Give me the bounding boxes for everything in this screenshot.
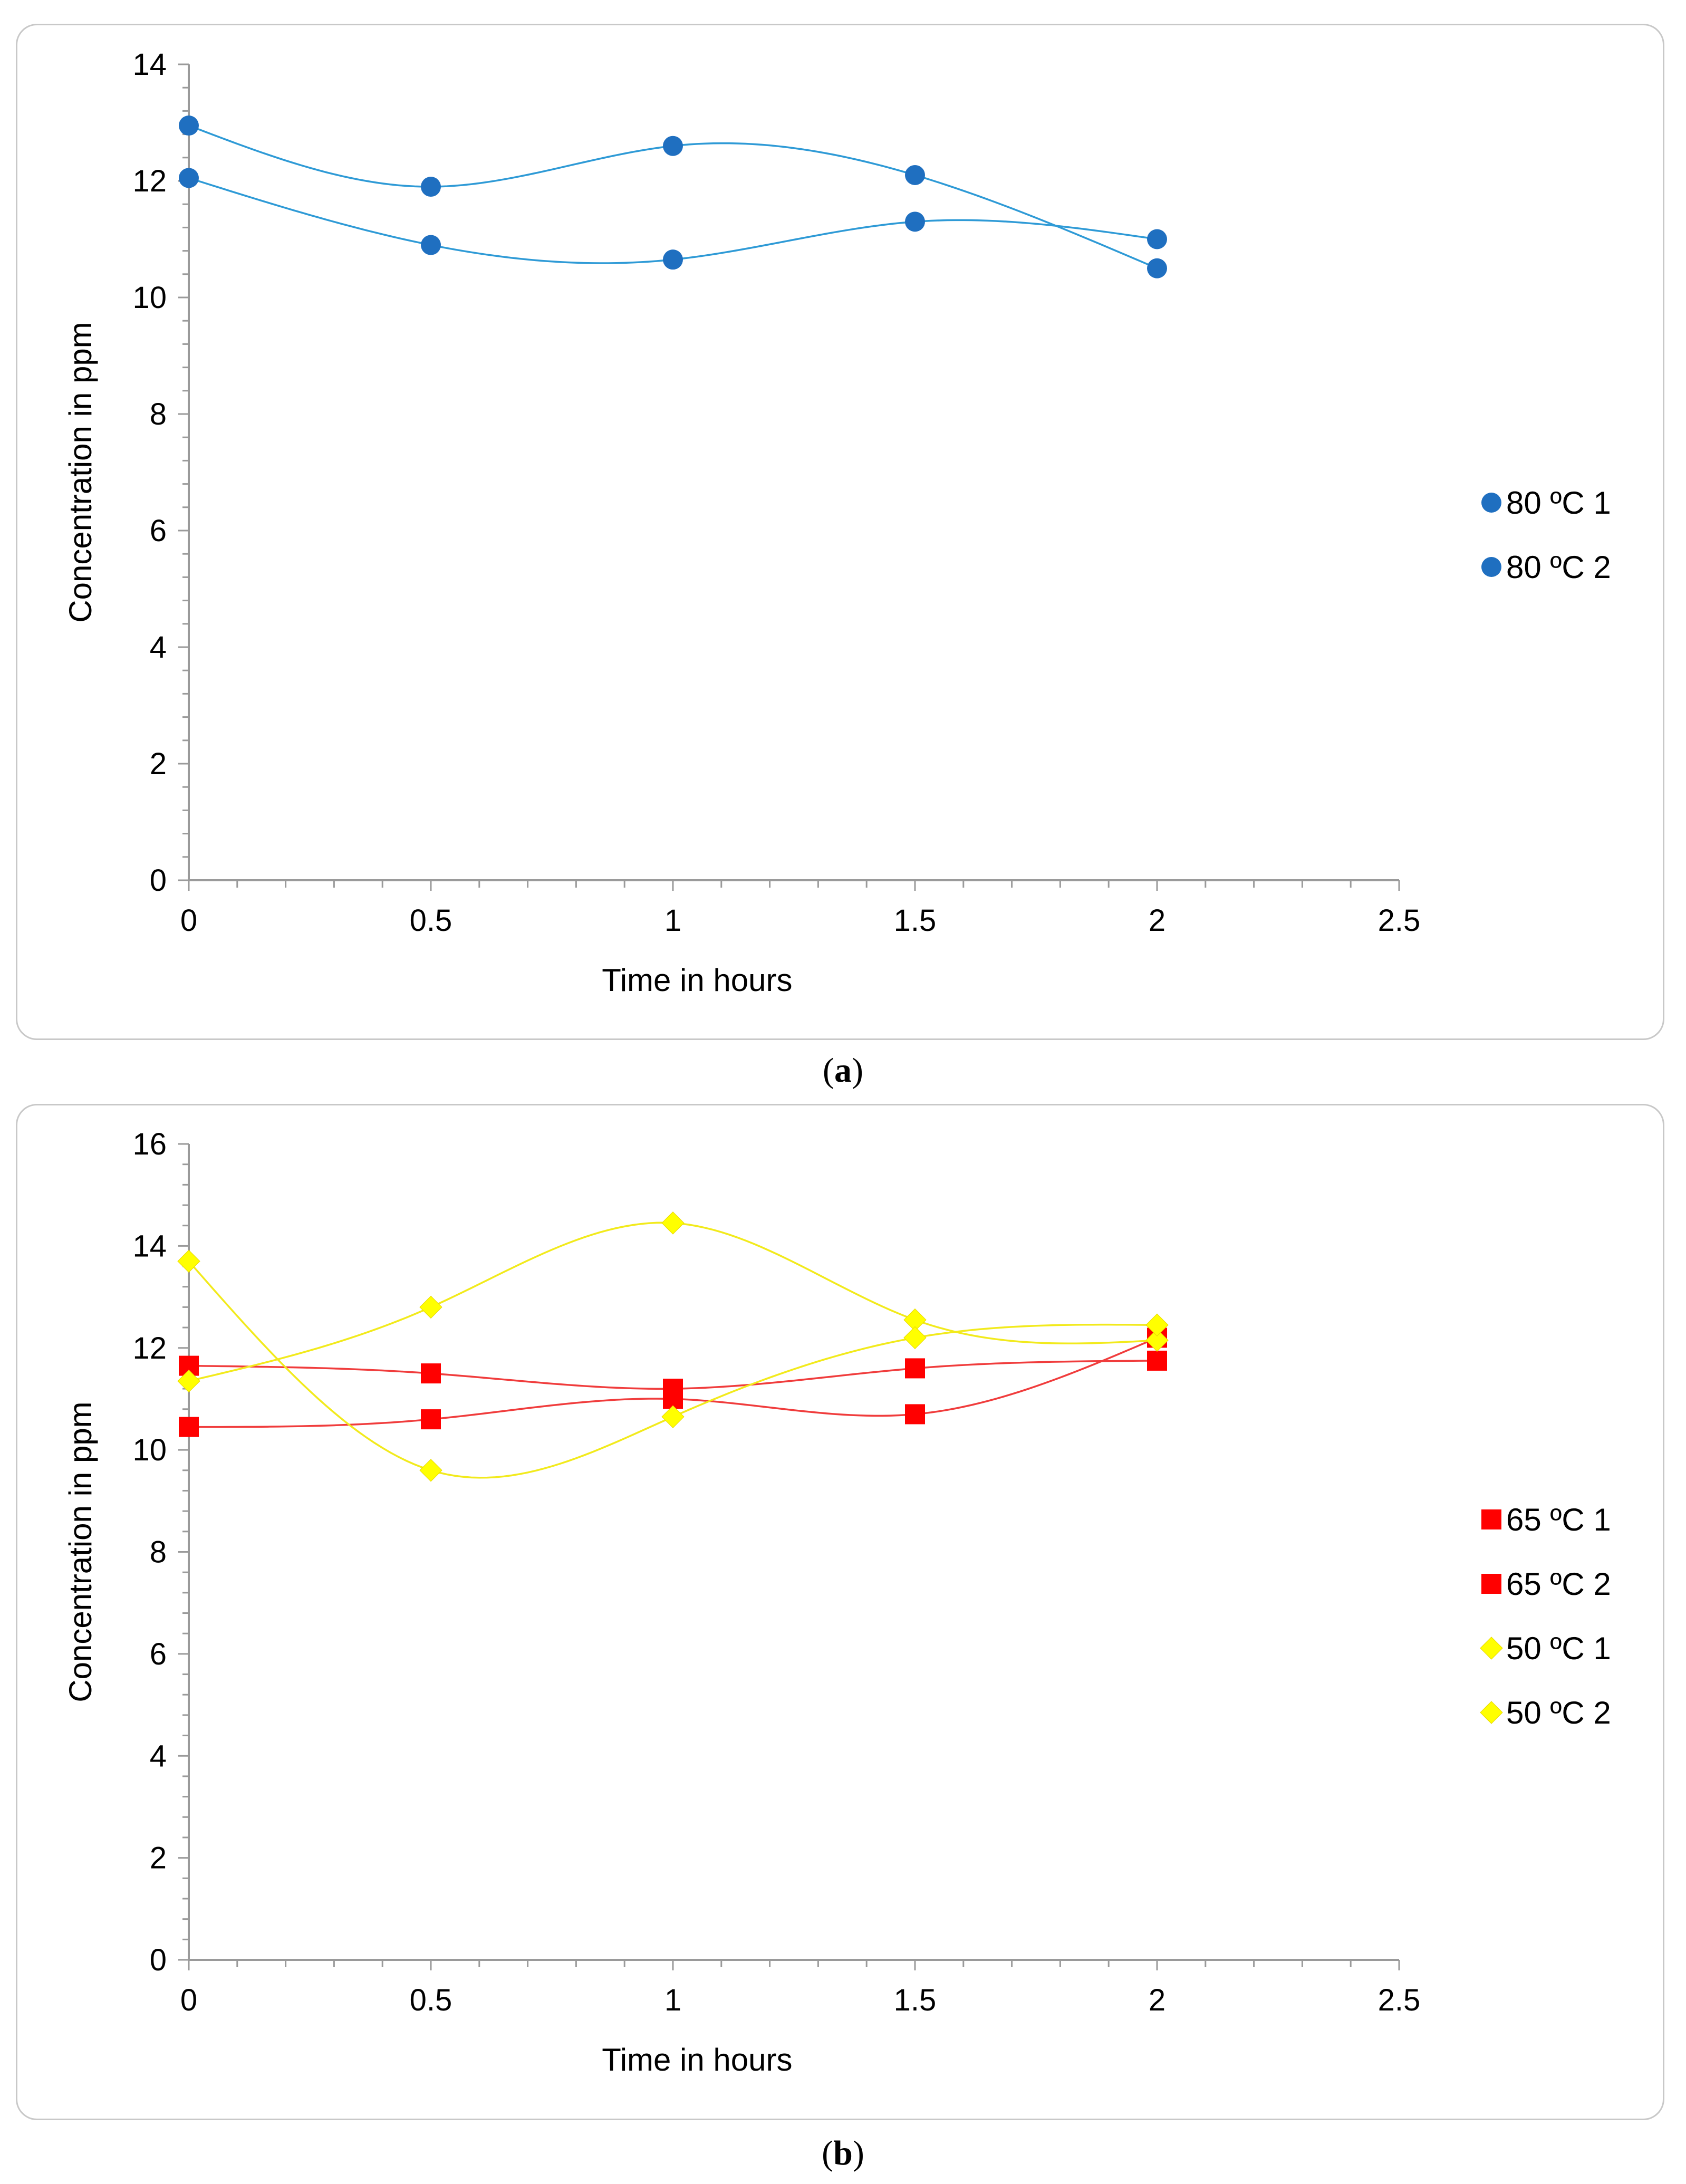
data-point-series-1: [421, 1363, 441, 1384]
legend-marker-series-2: [1481, 557, 1501, 577]
data-point-series-3: [661, 1211, 685, 1235]
y-tick-label: 14: [132, 47, 167, 82]
y-tick-label: 14: [132, 1229, 167, 1263]
y-tick-label: 16: [132, 1127, 167, 1161]
y-axis-title: Concentration in ppm: [63, 1401, 98, 1702]
x-axis-title: Time in hours: [602, 963, 792, 998]
data-point-series-4: [661, 1405, 685, 1428]
caption-a: (a): [823, 1051, 863, 1090]
data-point-series-3: [419, 1295, 442, 1319]
data-point-series-2: [905, 211, 925, 232]
data-point-series-2: [179, 1417, 199, 1437]
y-tick-label: 10: [132, 1433, 167, 1467]
data-point-series-2: [421, 1409, 441, 1430]
legend-label-series-4: 50 ºC 2: [1506, 1695, 1611, 1730]
data-point-series-2: [421, 235, 441, 255]
y-tick-label: 8: [150, 1535, 167, 1570]
x-tick-label: 2.5: [1378, 1983, 1421, 2017]
data-point-series-1: [421, 177, 441, 197]
legend-label-series-2: 65 ºC 2: [1506, 1566, 1611, 1602]
y-tick-label: 0: [150, 863, 167, 898]
legend-marker-series-2: [1481, 1574, 1501, 1594]
y-tick-label: 12: [132, 1331, 167, 1365]
y-tick-label: 10: [132, 281, 167, 315]
data-point-series-3: [177, 1369, 200, 1393]
legend-label-series-3: 50 ºC 1: [1506, 1631, 1611, 1666]
x-axis-title: Time in hours: [602, 2042, 792, 2077]
data-point-series-1: [1147, 258, 1167, 278]
data-point-series-1: [1147, 1350, 1167, 1371]
chart-a-svg: 0 2 4 6 8 10 12 14 0 0.5 1 1.5 2 2.5 Time in hours Conc…: [63, 47, 1611, 998]
x-tick-label: 1.5: [894, 1983, 937, 2017]
y-tick-label: 2: [150, 747, 167, 781]
data-point-series-2: [905, 1404, 925, 1425]
x-tick-label: 2: [1149, 1983, 1165, 2017]
data-point-series-3: [1145, 1329, 1169, 1352]
data-point-series-1: [905, 1358, 925, 1379]
data-point-series-2: [663, 249, 683, 270]
legend-marker-series-3: [1480, 1637, 1503, 1660]
legend-marker-series-1: [1481, 493, 1501, 513]
x-tick-label: 1: [664, 1983, 681, 2017]
x-tick-label: 2.5: [1378, 903, 1421, 938]
y-tick-label: 2: [150, 1841, 167, 1875]
x-tick-label: 0: [180, 903, 197, 938]
legend-label-series-1: 65 ºC 1: [1506, 1502, 1611, 1537]
legend-marker-series-1: [1481, 1509, 1501, 1529]
x-tick-label: 0.5: [410, 903, 452, 938]
data-point-series-4: [1145, 1313, 1169, 1336]
data-point-series-4: [903, 1326, 927, 1350]
x-tick-label: 1: [664, 903, 681, 938]
data-point-series-1: [905, 165, 925, 185]
data-point-series-2: [1147, 229, 1167, 249]
y-tick-label: 4: [150, 1739, 167, 1773]
chart-panel-b: 0 2 4 6 8 10 12 14 16 0 0.5 1 1.5 2 2.5 Time in hours Co…: [16, 1104, 1664, 2120]
chart-panel-a: 0 2 4 6 8 10 12 14 0 0.5 1 1.5 2 2.5 Time in hours Conc…: [16, 24, 1664, 1040]
caption-b-letter: b: [833, 2134, 853, 2172]
legend-label-series-1: 80 ºC 1: [1506, 485, 1611, 521]
y-tick-label: 0: [150, 1943, 167, 1977]
data-point-series-2: [179, 168, 199, 188]
y-tick-label: 4: [150, 630, 167, 665]
caption-a-letter: a: [834, 1051, 852, 1090]
legend-marker-series-4: [1480, 1701, 1503, 1724]
y-tick-label: 6: [150, 1637, 167, 1671]
data-point-series-1: [663, 136, 683, 156]
data-point-series-4: [419, 1459, 442, 1482]
x-tick-label: 0.5: [410, 1983, 452, 2017]
x-tick-label: 2: [1149, 903, 1165, 938]
y-tick-label: 8: [150, 397, 167, 431]
caption-b: (b): [822, 2134, 864, 2172]
data-point-series-4: [177, 1249, 200, 1273]
chart-b-svg: 0 2 4 6 8 10 12 14 16 0 0.5 1 1.5 2 2.5 Time in hours Co…: [63, 1127, 1611, 2077]
x-tick-label: 0: [180, 1983, 197, 2017]
trend-line-series-4: [188, 1261, 1158, 1479]
y-axis-title: Concentration in ppm: [63, 322, 98, 622]
y-tick-label: 6: [150, 514, 167, 548]
data-point-series-1: [179, 116, 199, 136]
x-tick-label: 1.5: [894, 903, 937, 938]
trend-line-series-3: [188, 1221, 1158, 1382]
y-tick-label: 12: [132, 164, 167, 198]
legend-label-series-2: 80 ºC 2: [1506, 550, 1611, 585]
